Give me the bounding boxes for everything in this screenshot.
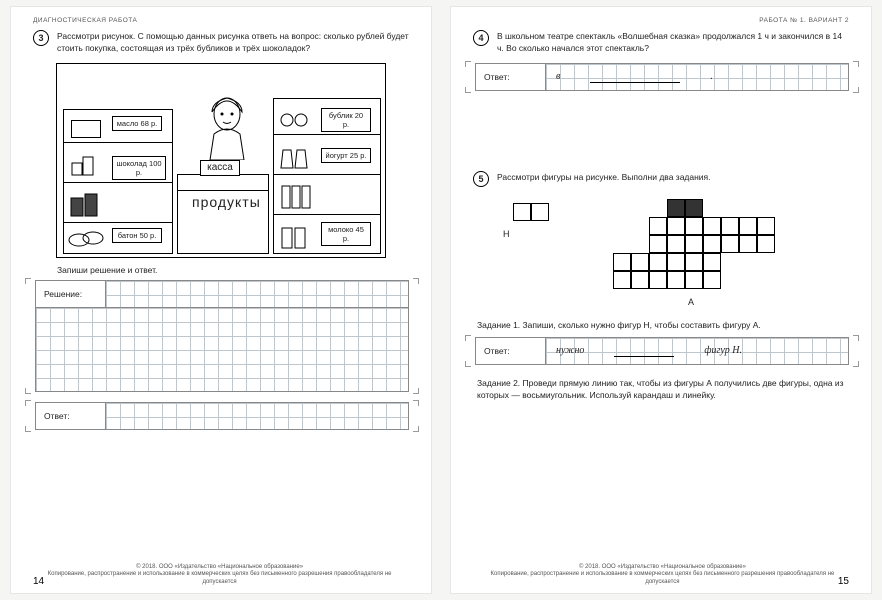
page-left: ДИАГНОСТИЧЕСКАЯ РАБОТА 3 Рассмотри рисун… (10, 6, 432, 594)
header-left: ДИАГНОСТИЧЕСКАЯ РАБОТА (33, 17, 409, 24)
q5-text: Рассмотри фигуры на рисунке. Выполни два… (497, 171, 711, 187)
figures-h-a: Н А (473, 193, 849, 313)
q3-text: Рассмотри рисунок. С помощью данных рису… (57, 30, 409, 55)
solve-label: Запиши решение и ответ. (57, 264, 409, 276)
footer-right: © 2018. ООО «Издательство «Национальное … (473, 564, 849, 587)
ans5-b: фигур Н. (704, 345, 742, 356)
tag-bublik: бублик 20 р. (321, 108, 371, 132)
copyright-right: © 2018. ООО «Издательство «Национальное … (487, 564, 838, 587)
q4-number: 4 (473, 30, 489, 46)
label-produkty: продукты (192, 194, 261, 210)
otvet-label: Ответ: (36, 403, 106, 429)
header-right: РАБОТА № 1. ВАРИАНТ 2 (473, 17, 849, 24)
task2-text: Задание 2. Проведи прямую линию так, что… (477, 377, 849, 402)
answer-row-left: Ответ: (35, 402, 409, 430)
shop-illustration: масло 68 р. шоколад 100 р. батон 50 р. п… (56, 63, 386, 258)
solution-grid (35, 308, 409, 392)
label-H: Н (503, 229, 510, 239)
q5-number: 5 (473, 171, 489, 187)
ans5-a: нужно (556, 345, 584, 356)
footer-left: 14 © 2018. ООО «Издательство «Национальн… (33, 564, 409, 587)
ans5-label: Ответ: (476, 338, 546, 364)
question-4: 4 В школьном театре спектакль «Волшебная… (473, 30, 849, 55)
answer-row-q4: Ответ: в . (475, 63, 849, 91)
tag-yogurt: йогурт 25 р. (321, 148, 371, 163)
ans4-label: Ответ: (476, 64, 546, 90)
q4-text: В школьном театре спектакль «Волшебная с… (497, 30, 849, 55)
copyright-left: © 2018. ООО «Издательство «Национальное … (44, 564, 395, 587)
ans4-prefix: в (556, 71, 560, 82)
answer-row-q5: Ответ: нужно фигур Н. (475, 337, 849, 365)
page-number-15: 15 (838, 576, 849, 587)
page-right: РАБОТА № 1. ВАРИАНТ 2 4 В школьном театр… (450, 6, 872, 594)
question-3: 3 Рассмотри рисунок. С помощью данных ри… (33, 30, 409, 55)
question-5: 5 Рассмотри фигуры на рисунке. Выполни д… (473, 171, 849, 187)
tag-maslo: масло 68 р. (112, 116, 162, 131)
solution-header-row: Решение: (35, 280, 409, 308)
tag-moloko: молоко 45 р. (321, 222, 371, 246)
tag-shokolad: шоколад 100 р. (112, 156, 166, 180)
task1-text: Задание 1. Запиши, сколько нужно фигур Н… (477, 319, 849, 331)
q3-number: 3 (33, 30, 49, 46)
label-A: А (688, 297, 694, 307)
reshenie-label: Решение: (36, 281, 106, 307)
tag-baton: батон 50 р. (112, 228, 162, 243)
page-number-14: 14 (33, 576, 44, 587)
ans4-suffix: . (710, 71, 713, 82)
label-kassa: касса (200, 160, 240, 176)
